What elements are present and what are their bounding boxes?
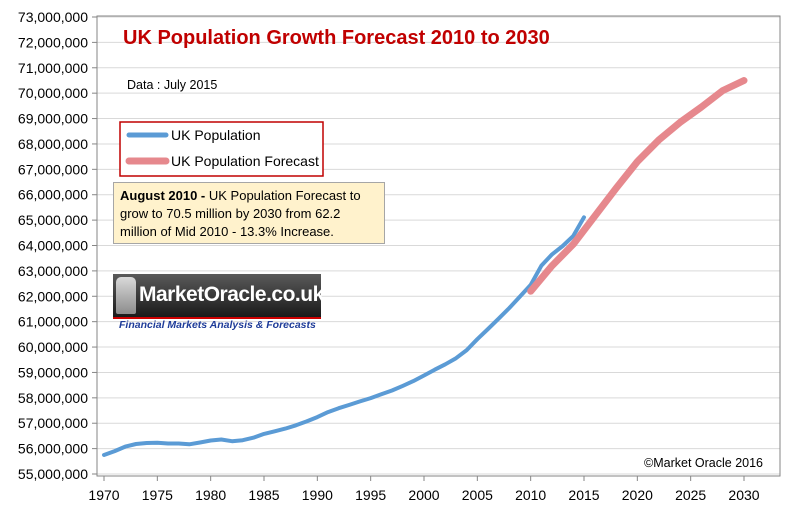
x-tick-label-8: 2010 [515,487,546,503]
x-tick-label-10: 2020 [622,487,653,503]
x-tick-label-0: 1970 [88,487,119,503]
chart-credit: ©Market Oracle 2016 [644,456,763,470]
series-line-uk-population [102,215,586,457]
y-tick-label-11: 66,000,000 [18,187,88,203]
y-tick-label-14: 69,000,000 [18,111,88,127]
x-tick-label-2: 1980 [195,487,226,503]
y-axis: 55,000,000 56,000,000 57,000,000 58,000,000… [18,9,97,482]
callout-line-2: grow to 70.5 million by 2030 from 62.2 [120,206,341,221]
legend-label-forecast: UK Population Forecast [171,153,319,169]
x-tick-label-4: 1990 [302,487,333,503]
x-tick-label-3: 1985 [248,487,279,503]
y-tick-label-16: 71,000,000 [18,60,88,76]
x-tick-label-1: 1975 [142,487,173,503]
y-tick-label-18: 73,000,000 [18,9,88,25]
y-tick-label-7: 62,000,000 [18,288,88,304]
chart-title: UK Population Growth Forecast 2010 to 20… [123,27,550,49]
y-tick-label-0: 55,000,000 [18,466,88,482]
legend: UK Population UK Population Forecast [119,121,324,177]
series-lines [102,77,748,457]
series-line-uk-population-forecast [527,77,748,295]
callout-line-3: million of Mid 2010 - 13.3% Increase. [120,224,334,239]
y-tick-label-10: 65,000,000 [18,212,88,228]
logo-name: MarketOracle.co.uk [139,283,324,306]
y-tick-label-3: 58,000,000 [18,390,88,406]
y-tick-label-9: 64,000,000 [18,238,88,254]
y-tick-label-13: 68,000,000 [18,136,88,152]
logo-divider [113,317,321,319]
y-tick-label-6: 61,000,000 [18,314,88,330]
y-tick-label-1: 56,000,000 [18,441,88,457]
callout-line-1: UK Population Forecast to [208,188,361,203]
y-tick-label-15: 70,000,000 [18,85,88,101]
x-tick-label-11: 2025 [675,487,706,503]
chart-subtitle: Data : July 2015 [127,78,217,92]
x-tick-label-7: 2005 [462,487,493,503]
x-tick-label-9: 2015 [568,487,599,503]
x-tick-label-5: 1995 [355,487,386,503]
y-tick-label-8: 63,000,000 [18,263,88,279]
market-oracle-logo: MarketOracle.co.uk Financial Markets Ana… [113,274,324,332]
forecast-callout: August 2010 - UK Population Forecast to … [113,182,385,244]
y-tick-label-4: 59,000,000 [18,364,88,380]
statue-icon [116,277,136,314]
y-tick-label-17: 72,000,000 [18,34,88,50]
x-tick-label-6: 2000 [408,487,439,503]
x-tick-label-12: 2030 [728,487,759,503]
legend-label-population: UK Population [171,127,261,143]
legend-box [119,121,324,177]
callout-date: August 2010 - [120,188,206,203]
y-tick-label-2: 57,000,000 [18,415,88,431]
y-tick-label-12: 67,000,000 [18,161,88,177]
logo-banner [113,274,321,317]
x-axis: 1970 1975 1980 1985 1990 1995 2000 2005 2010 2015… [88,476,760,503]
logo-tagline: Financial Markets Analysis & Forecasts [119,319,316,331]
y-tick-label-5: 60,000,000 [18,339,88,355]
